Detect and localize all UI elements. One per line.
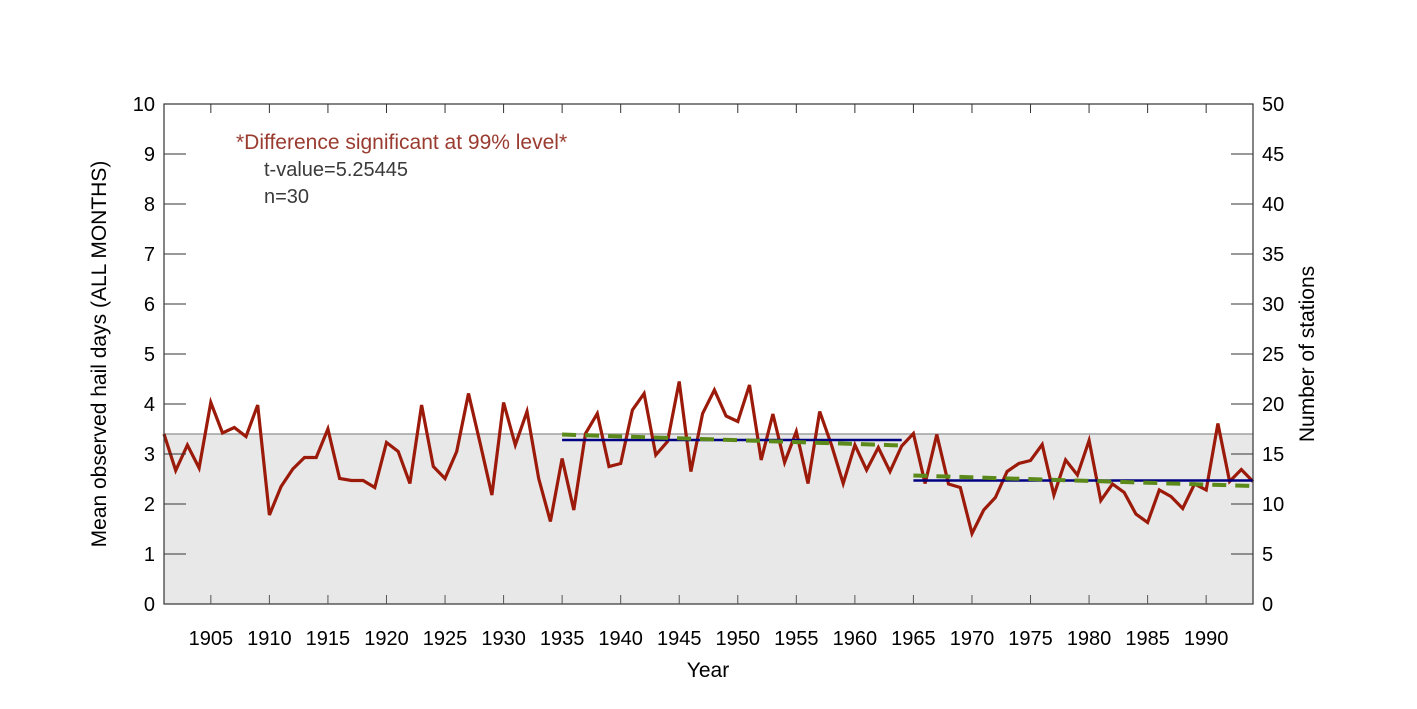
tick-labels: 1905 1910 1915 1920 1925 1930 1935 1940 1945 1950…	[133, 94, 1285, 650]
y2-tick-label: 25	[1262, 344, 1284, 366]
y-tick-label: 2	[144, 494, 155, 516]
x-tick-label: 1975	[1008, 628, 1053, 650]
hail-days-line	[162, 381, 1255, 539]
y-tick-label: 1	[144, 544, 155, 566]
y-tick-label: 7	[144, 244, 155, 266]
stations-fill	[164, 434, 1253, 604]
x-tick-label: 1910	[247, 628, 292, 650]
x-tick-label: 1915	[306, 628, 351, 650]
y-tick-label: 9	[144, 144, 155, 166]
axis-ticks	[164, 104, 1253, 604]
x-tick-label: 1945	[657, 628, 702, 650]
y2-tick-label: 35	[1262, 244, 1284, 266]
x-tick-label: 1905	[189, 628, 234, 650]
y-tick-label: 0	[144, 594, 155, 616]
series-layer	[162, 381, 1255, 539]
y2-tick-label: 15	[1262, 444, 1284, 466]
x-tick-label: 1960	[833, 628, 878, 650]
y-tick-label: 8	[144, 194, 155, 216]
x-tick-label: 1955	[774, 628, 819, 650]
x-tick-label: 1940	[598, 628, 643, 650]
y-axis-title: Mean observed hail days (ALL MONTHS)	[88, 161, 111, 548]
y-tick-label: 6	[144, 294, 155, 316]
y2-tick-label: 50	[1262, 94, 1284, 116]
x-tick-label: 1970	[950, 628, 995, 650]
x-axis-title: Year	[687, 659, 729, 682]
x-tick-label: 1980	[1067, 628, 1112, 650]
x-tick-label: 1930	[481, 628, 526, 650]
y2-tick-label: 40	[1262, 194, 1284, 216]
significance-annotation: *Difference significant at 99% level*	[236, 131, 567, 154]
x-tick-label: 1920	[364, 628, 409, 650]
y2-tick-label: 0	[1262, 594, 1273, 616]
x-tick-label: 1965	[891, 628, 936, 650]
y2-tick-label: 5	[1262, 544, 1273, 566]
x-tick-label: 1950	[716, 628, 761, 650]
y-tick-label: 4	[144, 394, 155, 416]
x-tick-label: 1925	[423, 628, 468, 650]
y-tick-label: 5	[144, 344, 155, 366]
trend-line-2	[562, 432, 902, 448]
y2-tick-label: 10	[1262, 494, 1284, 516]
y2-axis-title: Number of stations	[1296, 266, 1319, 442]
y-tick-label: 10	[133, 94, 155, 116]
stations-area	[164, 433, 1253, 604]
n-annotation: n=30	[264, 186, 309, 208]
trend-line-4	[913, 473, 1254, 488]
y2-tick-label: 30	[1262, 294, 1284, 316]
x-tick-label: 1935	[540, 628, 585, 650]
y2-tick-label: 45	[1262, 144, 1284, 166]
x-tick-label: 1990	[1184, 628, 1229, 650]
y-tick-label: 3	[144, 444, 155, 466]
x-tick-label: 1985	[1125, 628, 1170, 650]
y2-tick-label: 20	[1262, 394, 1284, 416]
t-value-annotation: t-value=5.25445	[264, 159, 408, 181]
